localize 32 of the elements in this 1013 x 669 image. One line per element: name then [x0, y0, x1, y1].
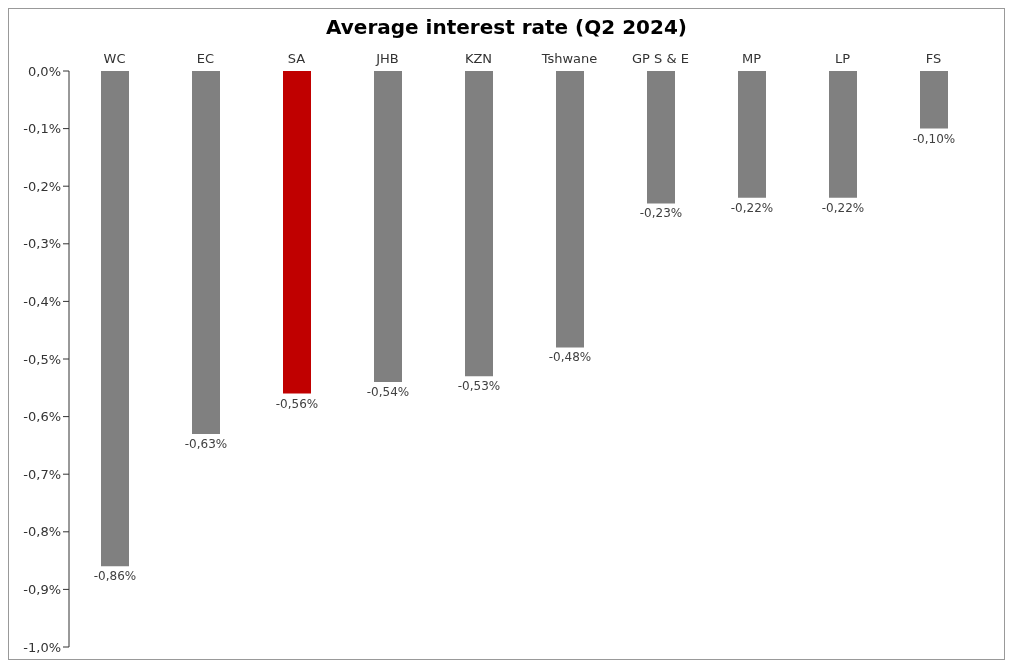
y-tick-label: -0,8%: [23, 524, 61, 540]
data-label: -0,23%: [639, 206, 683, 221]
x-tick-label: FS: [925, 51, 942, 66]
data-label: -0,10%: [912, 131, 956, 146]
y-tick-label: -0,9%: [23, 582, 61, 598]
data-label: -0,56%: [275, 396, 319, 411]
y-tick-label: -0,6%: [23, 409, 61, 425]
y-tick-label: -0,7%: [23, 466, 61, 482]
y-tick-label: -1,0%: [23, 639, 61, 655]
y-tick-label: -0,1%: [23, 121, 61, 137]
data-label: -0,54%: [366, 385, 410, 400]
x-tick-label: JHB: [375, 51, 399, 66]
data-label: -0,48%: [548, 350, 592, 365]
chart-title: Average interest rate (Q2 2024): [325, 14, 688, 41]
x-tick-label: WC: [103, 51, 126, 66]
x-tick-label: SA: [287, 51, 306, 66]
y-tick-label: 0,0%: [27, 63, 61, 79]
y-tick-label: -0,2%: [23, 178, 61, 194]
data-label: -0,86%: [93, 569, 137, 584]
data-label: -0,22%: [821, 200, 865, 215]
x-tick-label: GP S & E: [632, 51, 689, 66]
data-label: -0,63%: [184, 436, 228, 451]
x-tick-label: KZN: [464, 51, 493, 66]
x-tick-label: MP: [741, 51, 762, 66]
y-tick-label: -0,5%: [23, 351, 61, 367]
data-label: -0,53%: [457, 379, 501, 394]
y-tick-label: -0,4%: [23, 294, 61, 310]
x-tick-label: LP: [834, 51, 851, 66]
data-label: -0,22%: [730, 200, 774, 215]
y-tick-label: -0,3%: [23, 236, 61, 252]
x-tick-label: EC: [196, 51, 215, 66]
x-tick-label: Tshwane: [540, 51, 598, 66]
